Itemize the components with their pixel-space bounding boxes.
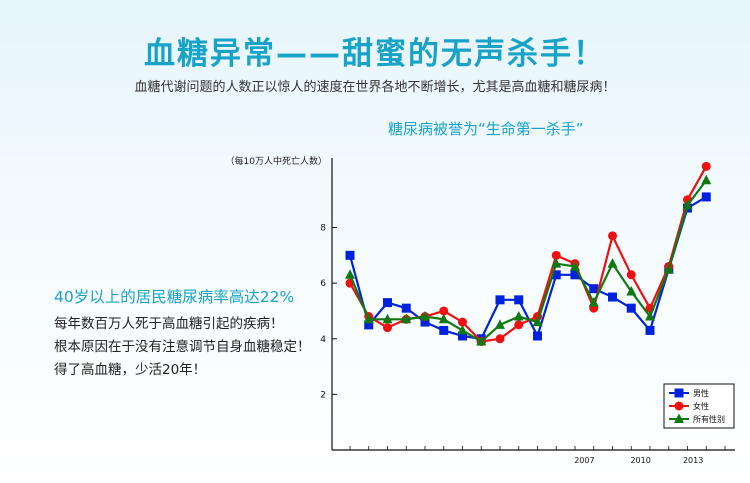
- data-point: [663, 263, 674, 274]
- info-line-2: 根本原因在于没有注意调节自身血糖稳定！: [54, 339, 311, 355]
- data-point: [420, 311, 430, 321]
- data-point: [607, 258, 618, 268]
- data-point: [383, 298, 392, 308]
- data-point: [439, 325, 449, 335]
- data-point: [626, 285, 637, 296]
- data-point: [383, 323, 392, 333]
- y-tick-label: 6: [320, 279, 326, 289]
- data-point: [438, 313, 449, 324]
- data-point: [608, 292, 617, 302]
- legend-label: 女性: [693, 401, 709, 411]
- y-axis-label: （每10万人中死亡人数）: [226, 155, 327, 167]
- data-point: [682, 199, 693, 210]
- data-point: [458, 317, 467, 327]
- data-point: [645, 325, 655, 335]
- page-subtitle: 血糖代谢问题的人数正以惊人的速度在世界各地不断增长，尤其是高血糖和糖尿病！: [134, 80, 616, 95]
- data-point: [495, 319, 505, 329]
- legend-marker: [674, 388, 684, 398]
- data-point: [551, 250, 561, 260]
- data-point: [533, 331, 542, 341]
- legend-marker: [674, 413, 684, 423]
- data-point: [570, 260, 580, 271]
- y-tick-label: 2: [320, 390, 326, 400]
- data-point: [513, 311, 524, 321]
- chart-heading: 糖尿病被誉为“生命第一杀手”: [388, 120, 584, 138]
- data-point: [401, 313, 412, 324]
- y-tick-label: 4: [320, 335, 326, 345]
- data-point: [701, 174, 712, 185]
- data-point: [551, 270, 561, 280]
- x-tick-label: 2007: [574, 456, 594, 465]
- data-point: [570, 270, 580, 280]
- data-point: [345, 269, 355, 279]
- data-point: [588, 297, 599, 307]
- x-tick-label: 2010: [630, 456, 650, 465]
- series-line: [349, 165, 708, 343]
- data-point: [476, 336, 487, 346]
- data-point: [363, 313, 374, 324]
- data-point: [364, 320, 374, 330]
- data-point: [457, 324, 468, 335]
- data-point: [420, 317, 430, 327]
- data-point: [495, 295, 505, 305]
- info-line-1: 每年数百万人死于高血糖引起的疾病！: [54, 316, 284, 332]
- data-point: [645, 311, 655, 321]
- data-point: [608, 231, 617, 241]
- data-point: [589, 284, 599, 294]
- data-point: [626, 270, 636, 280]
- x-tick-label: 2013: [683, 456, 703, 465]
- data-point: [345, 250, 355, 260]
- data-point: [401, 303, 411, 313]
- legend-marker: [674, 401, 684, 411]
- data-point: [514, 320, 524, 330]
- data-point: [626, 303, 636, 313]
- data-point: [458, 331, 467, 341]
- data-point: [439, 306, 449, 316]
- series-line: [348, 179, 708, 343]
- data-point: [495, 334, 505, 344]
- series-2: [345, 174, 712, 346]
- data-point: [514, 295, 524, 305]
- info-line-3: 得了高血糖，少活20年！: [54, 362, 207, 378]
- left-info-panel: 40岁以上的居民糖尿病率高达22% 每年数百万人死于高血糖引起的疾病！ 根本原因…: [54, 285, 311, 382]
- y-tick-label: 8: [320, 224, 326, 234]
- diabetes-rate-highlight: 40岁以上的居民糖尿病率高达22%: [54, 288, 295, 306]
- legend-label: 男性: [693, 388, 709, 398]
- data-point: [701, 161, 711, 171]
- data-point: [382, 313, 393, 324]
- data-point: [551, 258, 562, 268]
- data-point: [701, 192, 711, 202]
- legend-label: 所有性别: [693, 414, 725, 424]
- page-title: 血糖异常——甜蜜的无声杀手！: [144, 36, 606, 72]
- data-point: [532, 316, 543, 327]
